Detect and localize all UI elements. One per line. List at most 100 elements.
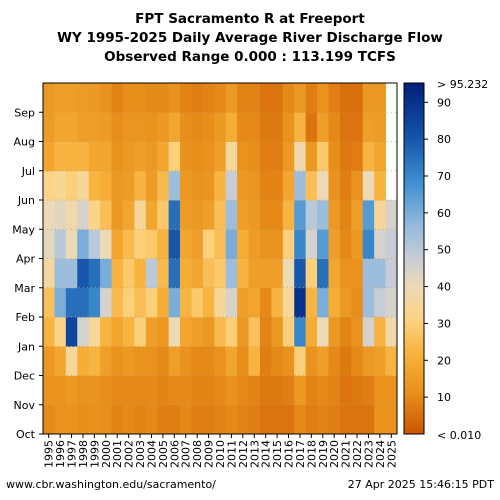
heatmap-cell <box>180 317 192 347</box>
heatmap-cell <box>202 200 215 230</box>
year-tick-label: 2025 <box>385 440 398 468</box>
heatmap-cell <box>225 112 238 142</box>
month-tick-label: Apr <box>16 253 36 266</box>
heatmap-cell <box>214 141 227 172</box>
heatmap-cell <box>54 229 67 259</box>
colorbar-tick-label: 70 <box>437 170 451 183</box>
heatmap-cell <box>168 141 181 172</box>
heatmap-cell <box>145 258 158 289</box>
heatmap-cell <box>237 375 249 406</box>
heatmap-cell <box>362 258 375 289</box>
heatmap-cell <box>111 375 124 406</box>
heatmap-cell <box>282 141 295 172</box>
year-tick-label: 2001 <box>111 440 124 468</box>
heatmap-cell <box>282 229 295 259</box>
heatmap-cell <box>168 287 181 318</box>
heatmap-cell <box>351 375 364 406</box>
heatmap-cell <box>225 346 238 376</box>
heatmap-cell <box>225 404 238 435</box>
heatmap-cell <box>271 112 284 142</box>
year-tick-label: 2006 <box>168 440 181 468</box>
heatmap-cell <box>374 200 386 230</box>
heatmap-cell <box>317 83 329 113</box>
heatmap-cell <box>77 346 90 376</box>
heatmap-cell <box>145 83 158 113</box>
heatmap-cell <box>259 404 272 435</box>
heatmap-cell <box>77 200 90 230</box>
heatmap-cell <box>248 229 261 259</box>
heatmap-cell <box>111 258 124 289</box>
heatmap-cell <box>43 141 55 172</box>
heatmap-cell <box>180 112 192 142</box>
heatmap-cell <box>271 200 284 230</box>
heatmap-cell <box>259 346 272 376</box>
heatmap-cell <box>305 404 318 435</box>
heatmap-cell <box>282 346 295 376</box>
heatmap-cell <box>54 258 67 289</box>
heatmap-cell <box>362 200 375 230</box>
year-tick-label: 2023 <box>362 440 375 468</box>
heatmap-cell <box>294 229 307 259</box>
heatmap-cell <box>65 258 78 289</box>
heatmap-cell <box>77 404 90 435</box>
year-tick-label: 1996 <box>54 440 67 468</box>
heatmap-cell <box>77 375 90 406</box>
heatmap-cell <box>180 287 192 318</box>
heatmap-cell <box>351 200 364 230</box>
heatmap-cell <box>100 83 112 113</box>
heatmap-cell <box>374 83 386 113</box>
heatmap-cell <box>191 317 204 347</box>
heatmap-cell <box>122 375 135 406</box>
heatmap-cell <box>237 112 249 142</box>
heatmap-cell <box>168 317 181 347</box>
heatmap-cell <box>305 229 318 259</box>
heatmap-cell <box>351 170 364 201</box>
heatmap-cell <box>191 287 204 318</box>
heatmap-cell <box>237 229 249 259</box>
heatmap-cell <box>122 112 135 142</box>
heatmap-cell <box>362 170 375 201</box>
heatmap-cell <box>157 200 170 230</box>
heatmap-cell <box>317 287 329 318</box>
heatmap-cell <box>65 287 78 318</box>
heatmap-cell <box>65 229 78 259</box>
heatmap-cell <box>54 83 67 113</box>
heatmap-cell <box>157 170 170 201</box>
heatmap-cell <box>122 287 135 318</box>
heatmap-cell <box>305 346 318 376</box>
heatmap-cell <box>328 229 341 259</box>
heatmap-cell <box>282 200 295 230</box>
month-tick-label: Oct <box>16 428 36 441</box>
heatmap-cell <box>111 287 124 318</box>
heatmap-cell <box>100 287 112 318</box>
heatmap-cell <box>214 317 227 347</box>
heatmap-cell <box>328 200 341 230</box>
heatmap-cell <box>88 112 101 142</box>
heatmap-cell <box>339 317 352 347</box>
heatmap-cell <box>362 287 375 318</box>
year-tick-label: 1997 <box>66 440 79 468</box>
year-tick-label: 2022 <box>351 440 364 468</box>
heatmap-cell <box>111 83 124 113</box>
heatmap-cell <box>271 404 284 435</box>
heatmap-cell <box>339 112 352 142</box>
year-tick-label: 2014 <box>260 440 273 468</box>
heatmap-cell <box>77 170 90 201</box>
heatmap-cell <box>43 375 55 406</box>
heatmap-cell <box>100 346 112 376</box>
heatmap-cell <box>248 258 261 289</box>
heatmap-cell <box>328 317 341 347</box>
heatmap-cell <box>282 258 295 289</box>
heatmap-cell <box>294 200 307 230</box>
heatmap-cell <box>317 141 329 172</box>
heatmap-cell <box>282 287 295 318</box>
heatmap-cell <box>202 375 215 406</box>
heatmap-cell <box>259 170 272 201</box>
heatmap-cell <box>362 83 375 113</box>
heatmap-cell <box>374 287 386 318</box>
heatmap-cell <box>339 258 352 289</box>
heatmap-cell <box>134 317 147 347</box>
heatmap-cell <box>374 404 386 435</box>
heatmap-cell <box>43 229 55 259</box>
heatmap-cell <box>248 141 261 172</box>
